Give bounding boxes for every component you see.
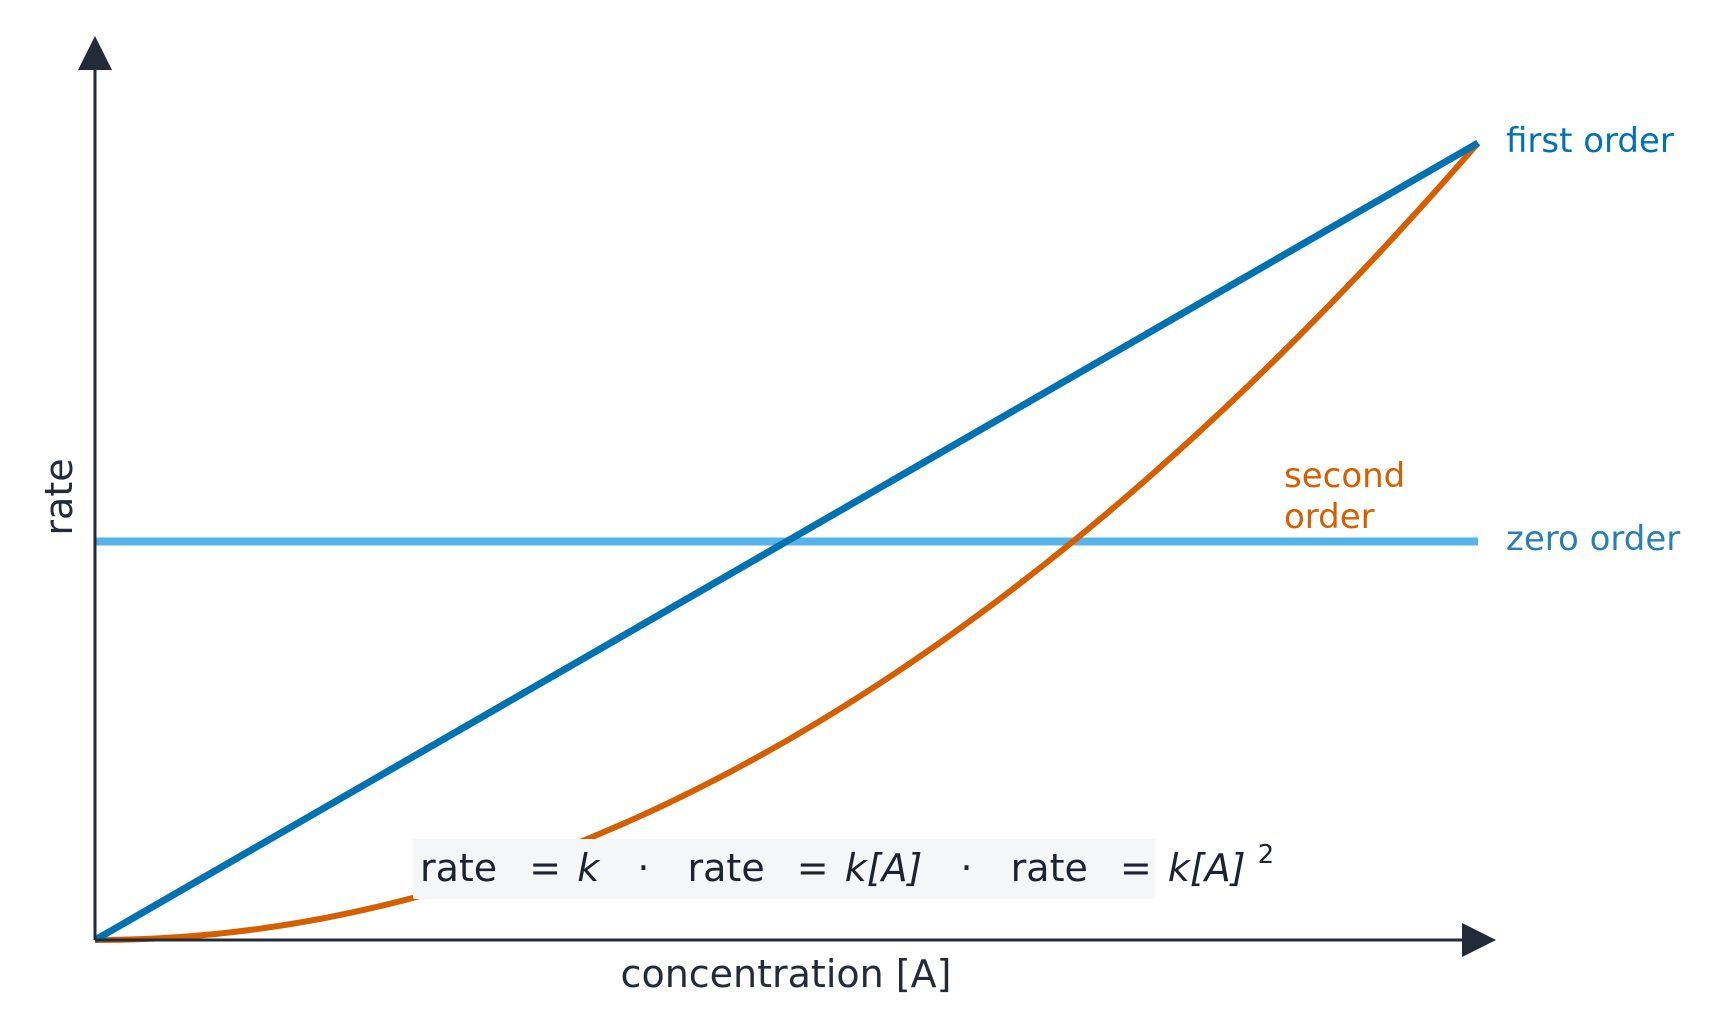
formula-k-1: k	[577, 846, 601, 890]
first-order-label: first order	[1506, 121, 1674, 161]
formula-sep-1: ·	[637, 846, 649, 890]
formula-rate-2: rate	[688, 846, 765, 890]
formula-kA-2: k[A]	[845, 846, 923, 890]
formula-rate-3: rate	[1011, 846, 1088, 890]
second-order-label-line1: second	[1284, 456, 1405, 496]
second-order-series-line	[94, 141, 1481, 943]
formula-box	[413, 839, 1155, 899]
series-layer	[93, 139, 1481, 944]
formula-kA-3: k[A]	[1168, 846, 1246, 890]
y-axis-arrow-icon	[78, 36, 112, 70]
first-order-series-line	[93, 139, 1480, 944]
formula-rate-1: rate	[420, 846, 497, 890]
formula-eq-2: =	[797, 846, 829, 890]
x-axis-label: concentration [A]	[621, 952, 952, 996]
formula-sep-2: ·	[960, 846, 972, 890]
formula-eq-3: =	[1120, 846, 1152, 890]
zero-order-label: zero order	[1506, 519, 1680, 559]
formula-exponent: 2	[1258, 840, 1275, 870]
formula-text: rate = k · rate = k[A] · rate = k[A] 2	[420, 840, 1274, 890]
y-axis-label: rate	[37, 458, 81, 535]
formula-eq-1: =	[529, 846, 561, 890]
x-axis-arrow-icon	[1462, 923, 1496, 957]
second-order-label-line2: order	[1284, 497, 1375, 537]
